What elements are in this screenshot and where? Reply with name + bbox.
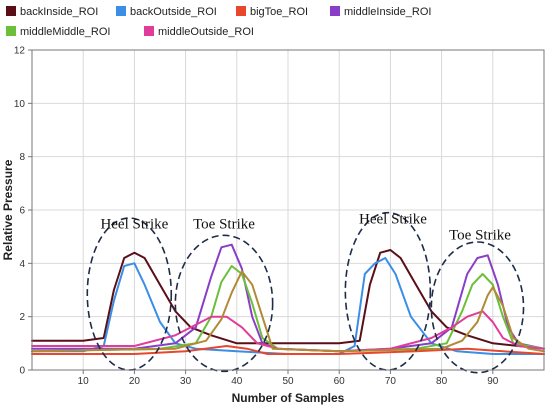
x-tick-label: 60 bbox=[334, 376, 346, 387]
legend-entry: middleMiddle_ROI bbox=[20, 26, 110, 38]
x-tick-label: 40 bbox=[231, 376, 243, 387]
annotation-ellipse bbox=[430, 241, 525, 374]
axis-ticks: 10 20 30 40 50 60 70 80 90 0 2 4 6 8 10 12 bbox=[14, 46, 499, 388]
y-tick-label: 6 bbox=[19, 206, 25, 217]
annotation-label: Toe Strike bbox=[193, 217, 255, 233]
annotation-label: Toe Strike bbox=[449, 227, 511, 243]
legend-swatch bbox=[330, 6, 340, 16]
annotations: Heel Strike Toe Strike Heel Strike Toe Stri… bbox=[86, 211, 525, 374]
plot-area: Heel Strike Toe Strike Heel Strike Toe Stri… bbox=[31, 49, 545, 374]
series-line-bigtoe-roi bbox=[31, 345, 545, 355]
x-tick-label: 70 bbox=[385, 376, 397, 387]
legend-swatch bbox=[116, 6, 126, 16]
series-line-backinside-roi bbox=[31, 249, 545, 350]
x-tick-label: 20 bbox=[129, 376, 141, 387]
annotation-label: Heel Strike bbox=[100, 217, 168, 233]
legend-entry: bigToe_ROI bbox=[250, 6, 308, 18]
x-tick-label: 80 bbox=[436, 376, 448, 387]
legend-swatch bbox=[236, 6, 246, 16]
legend-entry: middleInside_ROI bbox=[344, 6, 431, 18]
x-tick-label: 50 bbox=[282, 376, 294, 387]
y-tick-label: 10 bbox=[14, 99, 26, 110]
y-tick-label: 4 bbox=[19, 259, 25, 270]
legend-entry: middleOutside_ROI bbox=[158, 26, 254, 38]
x-tick-label: 30 bbox=[180, 376, 192, 387]
series-lines bbox=[31, 243, 545, 355]
annotation-ellipse bbox=[174, 234, 274, 373]
legend-entry: backOutside_ROI bbox=[130, 6, 217, 18]
y-tick-label: 2 bbox=[19, 312, 25, 323]
legend-swatch bbox=[144, 26, 154, 36]
y-axis-label: Relative Pressure bbox=[1, 159, 15, 260]
legend-swatch bbox=[6, 26, 16, 36]
x-tick-label: 90 bbox=[487, 376, 499, 387]
y-tick-label: 8 bbox=[19, 152, 25, 163]
y-tick-label: 0 bbox=[19, 366, 25, 377]
legend-swatch bbox=[6, 6, 16, 16]
series-line-unlabeled bbox=[31, 270, 545, 353]
legend-entry: backInside_ROI bbox=[20, 6, 98, 18]
annotation-ellipse bbox=[344, 211, 432, 371]
x-tick-label: 10 bbox=[78, 376, 90, 387]
x-axis-label: Number of Samples bbox=[232, 391, 345, 405]
annotation-label: Heel Strike bbox=[359, 211, 427, 227]
legend: backInside_ROI backOutside_ROI bigToe_ROI m… bbox=[6, 6, 431, 38]
y-tick-label: 12 bbox=[14, 46, 26, 57]
